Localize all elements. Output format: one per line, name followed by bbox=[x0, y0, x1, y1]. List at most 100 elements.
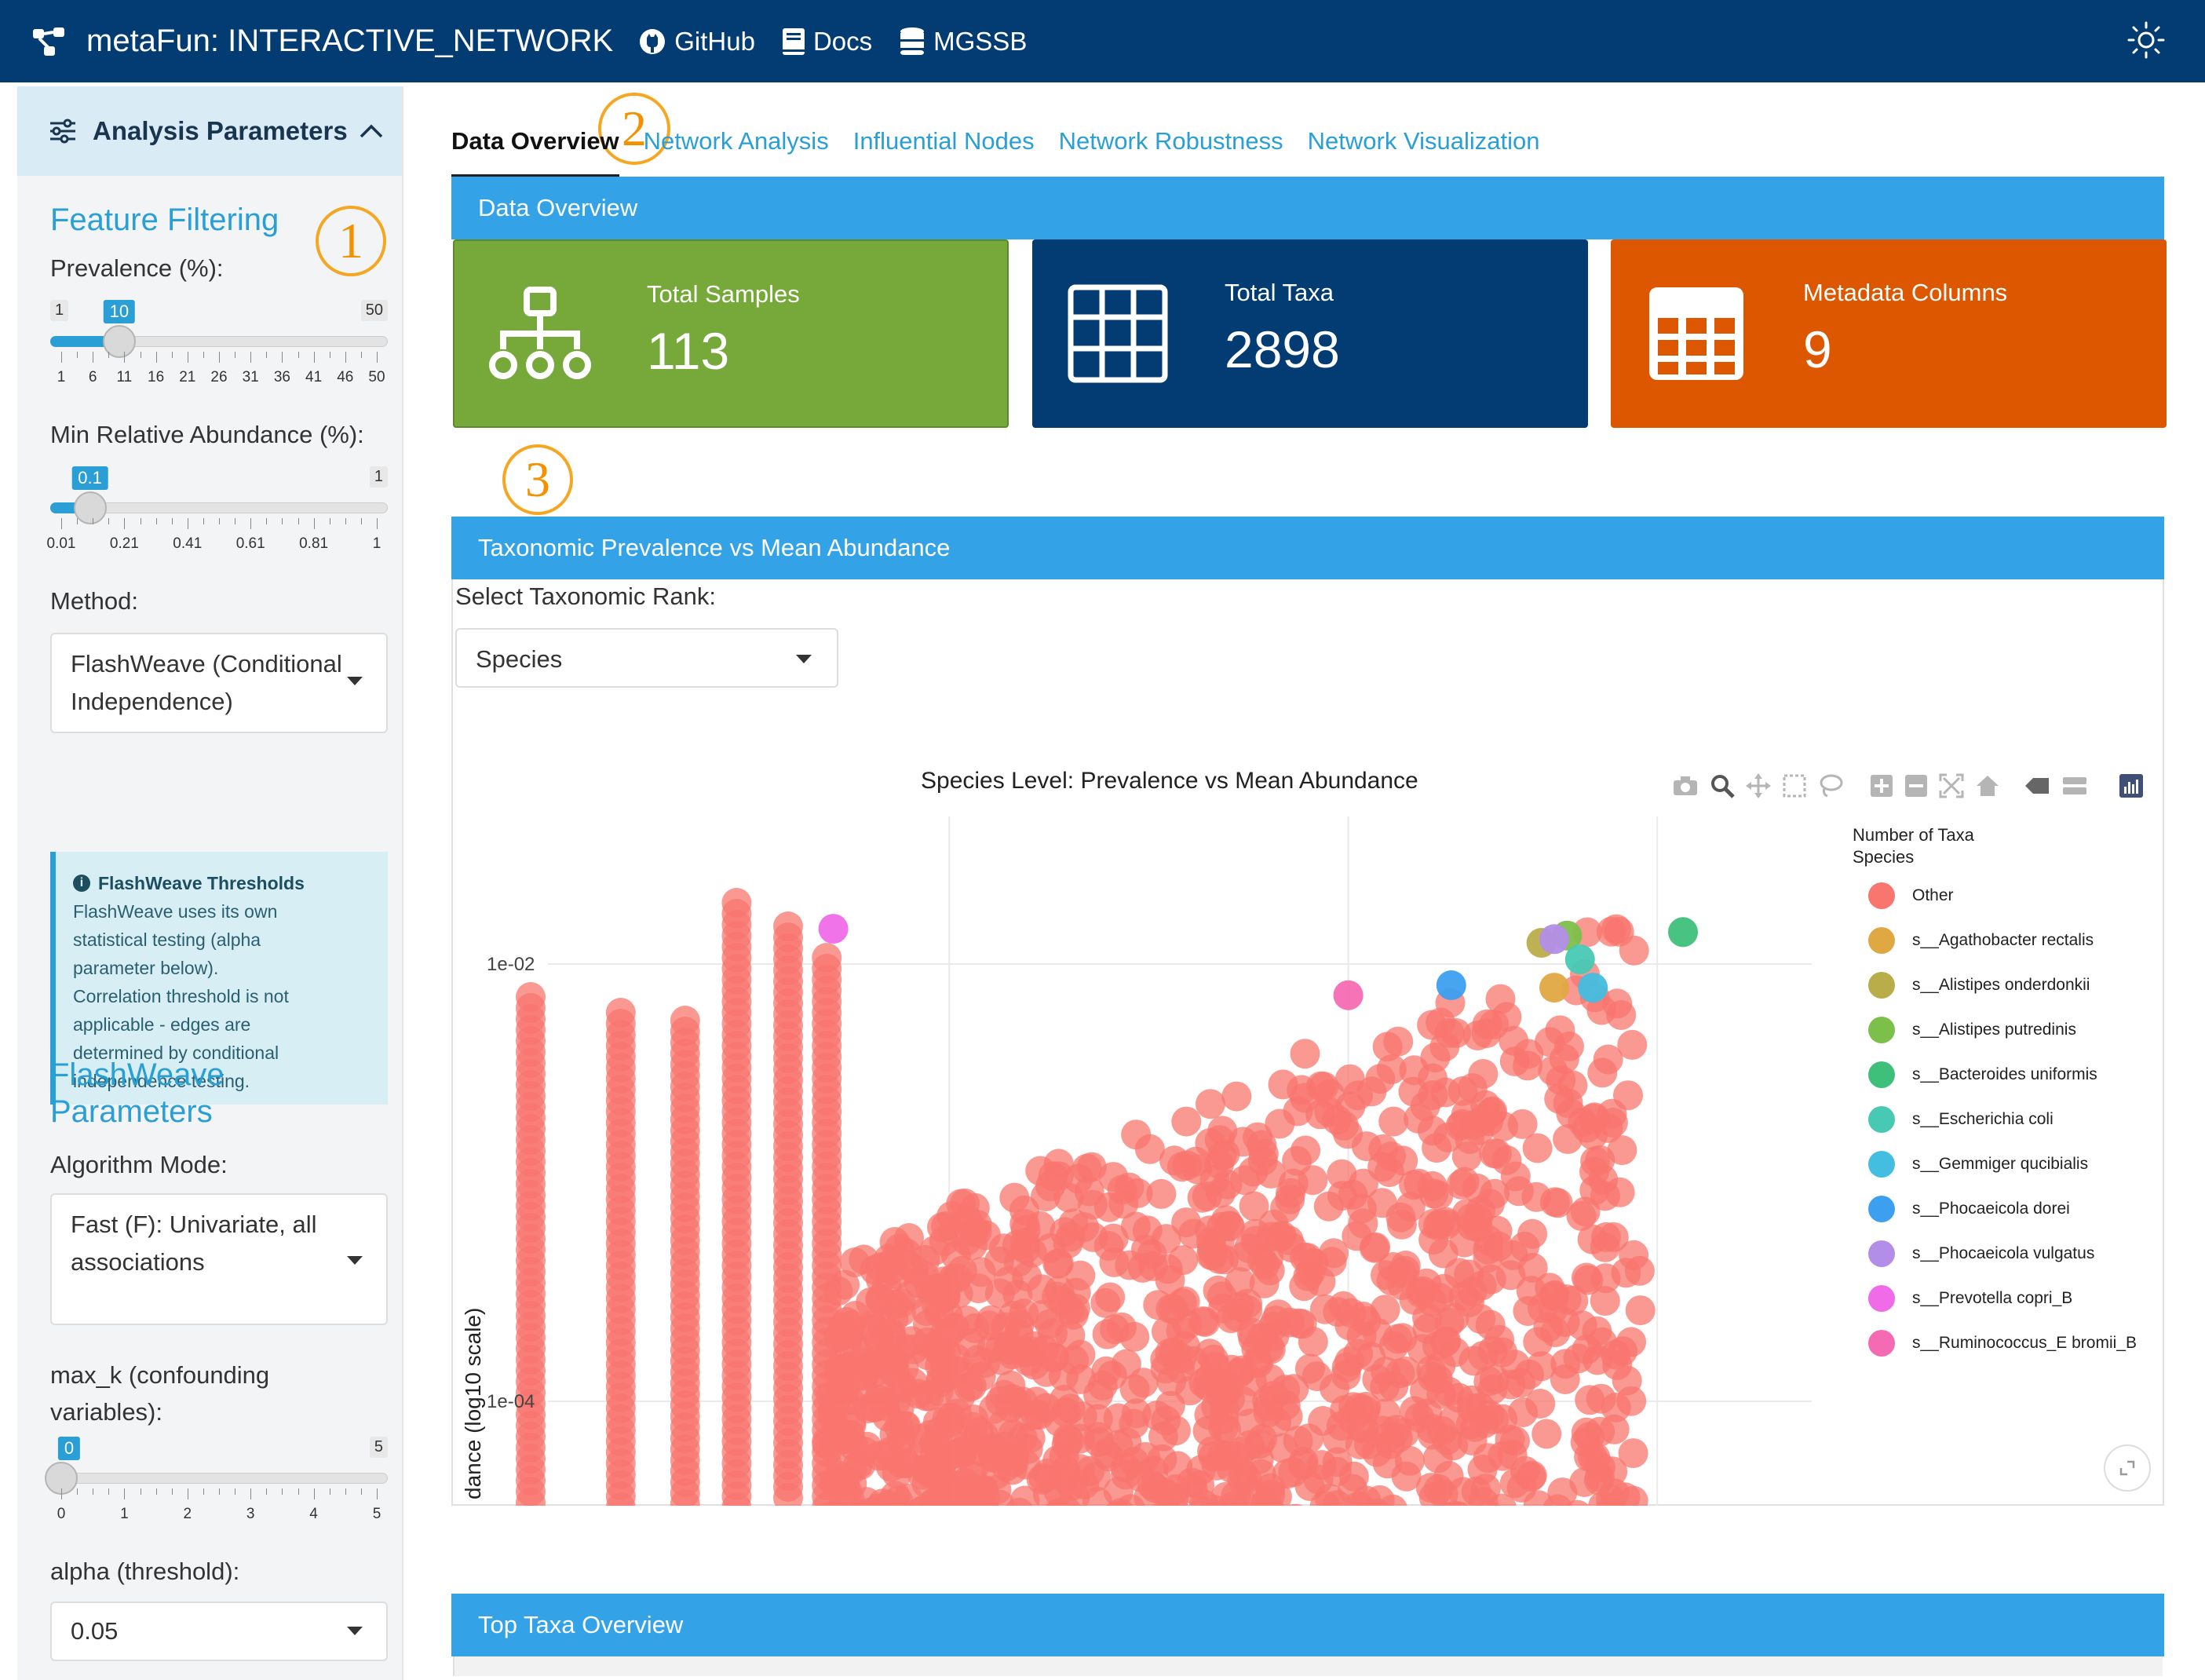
scatter-point-highlight[interactable] bbox=[1334, 981, 1364, 1010]
scatter-point-other[interactable] bbox=[1159, 1145, 1189, 1175]
scatter-point-other[interactable] bbox=[1556, 1099, 1586, 1129]
scatter-point-other[interactable] bbox=[1417, 1414, 1447, 1444]
scatter-point-other[interactable] bbox=[1387, 1210, 1417, 1240]
max-k-slider-track[interactable] bbox=[50, 1473, 388, 1484]
scatter-point-other[interactable] bbox=[1370, 1372, 1400, 1402]
alpha-select[interactable]: 0.05 bbox=[50, 1601, 388, 1661]
algorithm-mode-select[interactable]: Fast (F): Univariate, all associations bbox=[50, 1193, 388, 1325]
scatter-point-other[interactable] bbox=[964, 1273, 994, 1303]
scatter-point-other[interactable] bbox=[1323, 1297, 1353, 1327]
scatter-point-other[interactable] bbox=[1276, 1178, 1305, 1208]
nav-link-github[interactable]: GitHub bbox=[638, 27, 755, 57]
legend-item[interactable]: s__Gemmiger qucibialis bbox=[1868, 1151, 2088, 1178]
scatter-plot[interactable]: dance (log10 scale) 1e-02 1e-04 bbox=[454, 816, 1843, 1506]
scatter-point-other[interactable] bbox=[1473, 1010, 1502, 1039]
zoom-out-icon[interactable] bbox=[1904, 774, 1928, 798]
nav-link-mgssb[interactable]: MGSSB bbox=[899, 27, 1027, 57]
scatter-point-other[interactable] bbox=[1416, 1473, 1446, 1503]
scatter-point-other[interactable] bbox=[1400, 1055, 1429, 1085]
scatter-point-other[interactable] bbox=[1426, 1379, 1456, 1409]
scatter-point-other[interactable] bbox=[1578, 1443, 1608, 1473]
scatter-point-other[interactable] bbox=[1061, 1278, 1091, 1308]
scatter-point-other[interactable] bbox=[1553, 1124, 1583, 1154]
scatter-point-other[interactable] bbox=[1031, 1181, 1061, 1211]
scatter-point-other[interactable] bbox=[1290, 1083, 1320, 1112]
scatter-point-other[interactable] bbox=[1225, 1291, 1254, 1321]
lasso-select-icon[interactable] bbox=[1818, 773, 1843, 798]
analysis-parameters-toggle[interactable]: Analysis Parameters bbox=[17, 86, 402, 176]
scatter-point-other[interactable] bbox=[1247, 1130, 1276, 1160]
scatter-point-other[interactable] bbox=[886, 1297, 916, 1327]
scatter-point-other[interactable] bbox=[857, 1314, 887, 1344]
scatter-point-other[interactable] bbox=[1617, 1030, 1647, 1060]
scatter-point-other[interactable] bbox=[1122, 1398, 1152, 1428]
scatter-point-other[interactable] bbox=[1517, 1219, 1547, 1249]
scatter-point-other[interactable] bbox=[1195, 1400, 1225, 1430]
scatter-point-highlight[interactable] bbox=[1539, 924, 1569, 954]
scatter-point-other[interactable] bbox=[989, 1380, 1019, 1410]
scatter-point-other[interactable] bbox=[1513, 1050, 1542, 1080]
scatter-point-other[interactable] bbox=[1473, 1367, 1503, 1397]
spike-lines-icon[interactable] bbox=[2024, 776, 2050, 795]
app-brand[interactable]: metaFun: INTERACTIVE_NETWORK bbox=[31, 24, 613, 59]
tab-influential-nodes[interactable]: Influential Nodes bbox=[853, 118, 1035, 177]
zoom-icon[interactable] bbox=[1710, 773, 1735, 798]
scatter-point-other[interactable] bbox=[1099, 1224, 1129, 1254]
scatter-point-other[interactable] bbox=[1009, 1209, 1039, 1239]
scatter-point-other[interactable] bbox=[974, 1310, 1004, 1340]
scatter-point-other[interactable] bbox=[990, 1432, 1020, 1462]
scatter-point-other[interactable] bbox=[843, 1450, 873, 1480]
scatter-point-other[interactable] bbox=[1012, 1262, 1042, 1291]
scatter-point-other[interactable] bbox=[930, 1281, 960, 1311]
scatter-point-other[interactable] bbox=[1435, 1308, 1465, 1338]
scatter-point-other[interactable] bbox=[1338, 1474, 1367, 1504]
legend-item[interactable]: s__Prevotella copri_B bbox=[1868, 1285, 2072, 1312]
scatter-point-other[interactable] bbox=[1195, 1215, 1225, 1245]
scatter-point-other[interactable] bbox=[915, 1459, 945, 1488]
taxonomic-rank-select[interactable]: Species bbox=[455, 628, 838, 688]
legend-item[interactable]: s__Phocaeicola vulgatus bbox=[1868, 1240, 2094, 1267]
scatter-point-other[interactable] bbox=[1155, 1391, 1185, 1421]
scatter-point-highlight[interactable] bbox=[1437, 970, 1466, 1000]
scatter-point-highlight[interactable] bbox=[1539, 973, 1569, 1003]
scatter-point-other[interactable] bbox=[888, 1426, 918, 1455]
scatter-point-other[interactable] bbox=[1480, 1179, 1510, 1209]
scatter-point-other[interactable] bbox=[1031, 1357, 1061, 1387]
scatter-point-other[interactable] bbox=[999, 1183, 1029, 1213]
scatter-point-other[interactable] bbox=[1150, 1345, 1180, 1375]
scatter-point-other[interactable] bbox=[1446, 1111, 1476, 1141]
scatter-point-other[interactable] bbox=[1206, 1178, 1236, 1208]
scatter-point-other[interactable] bbox=[1329, 1111, 1359, 1141]
scatter-point-other[interactable] bbox=[1587, 1328, 1617, 1357]
tab-data-overview[interactable]: Data Overview bbox=[451, 118, 619, 177]
scatter-point-other[interactable] bbox=[1468, 1455, 1498, 1485]
nav-link-docs[interactable]: Docs bbox=[782, 27, 872, 57]
scatter-point-highlight[interactable] bbox=[819, 914, 849, 944]
scatter-point-other[interactable] bbox=[1295, 1353, 1325, 1383]
scatter-point-other[interactable] bbox=[1275, 1308, 1305, 1338]
scatter-point-other[interactable] bbox=[1625, 1256, 1655, 1286]
scatter-point-other[interactable] bbox=[1400, 1285, 1429, 1315]
scatter-point-other[interactable] bbox=[1543, 1188, 1573, 1218]
scatter-point-other[interactable] bbox=[822, 1415, 852, 1444]
scatter-point-other[interactable] bbox=[946, 1189, 976, 1219]
scatter-point-other[interactable] bbox=[1478, 1336, 1508, 1366]
scatter-point-other[interactable] bbox=[1252, 1386, 1282, 1416]
scatter-point-other[interactable] bbox=[1159, 1294, 1188, 1324]
scatter-point-other[interactable] bbox=[1468, 1059, 1498, 1089]
camera-icon[interactable] bbox=[1672, 775, 1699, 797]
scatter-point-other[interactable] bbox=[1335, 1065, 1365, 1094]
scatter-point-other[interactable] bbox=[1243, 1348, 1273, 1378]
scatter-point-other[interactable] bbox=[1418, 1178, 1448, 1208]
scatter-point-other[interactable] bbox=[1613, 1080, 1643, 1110]
legend-item[interactable]: s__Alistipes putredinis bbox=[1868, 1017, 2076, 1043]
legend-item[interactable]: s__Agathobacter rectalis bbox=[1868, 927, 2094, 954]
legend-item[interactable]: s__Ruminococcus_E bromii_B bbox=[1868, 1330, 2137, 1357]
plotly-logo-icon[interactable] bbox=[2119, 774, 2143, 798]
scatter-point-highlight[interactable] bbox=[1565, 944, 1595, 974]
scatter-point-other[interactable] bbox=[1479, 1404, 1509, 1434]
scatter-point-other[interactable] bbox=[1528, 1293, 1557, 1323]
scatter-point-other[interactable] bbox=[1083, 1380, 1113, 1410]
scatter-point-other[interactable] bbox=[1479, 1138, 1509, 1168]
